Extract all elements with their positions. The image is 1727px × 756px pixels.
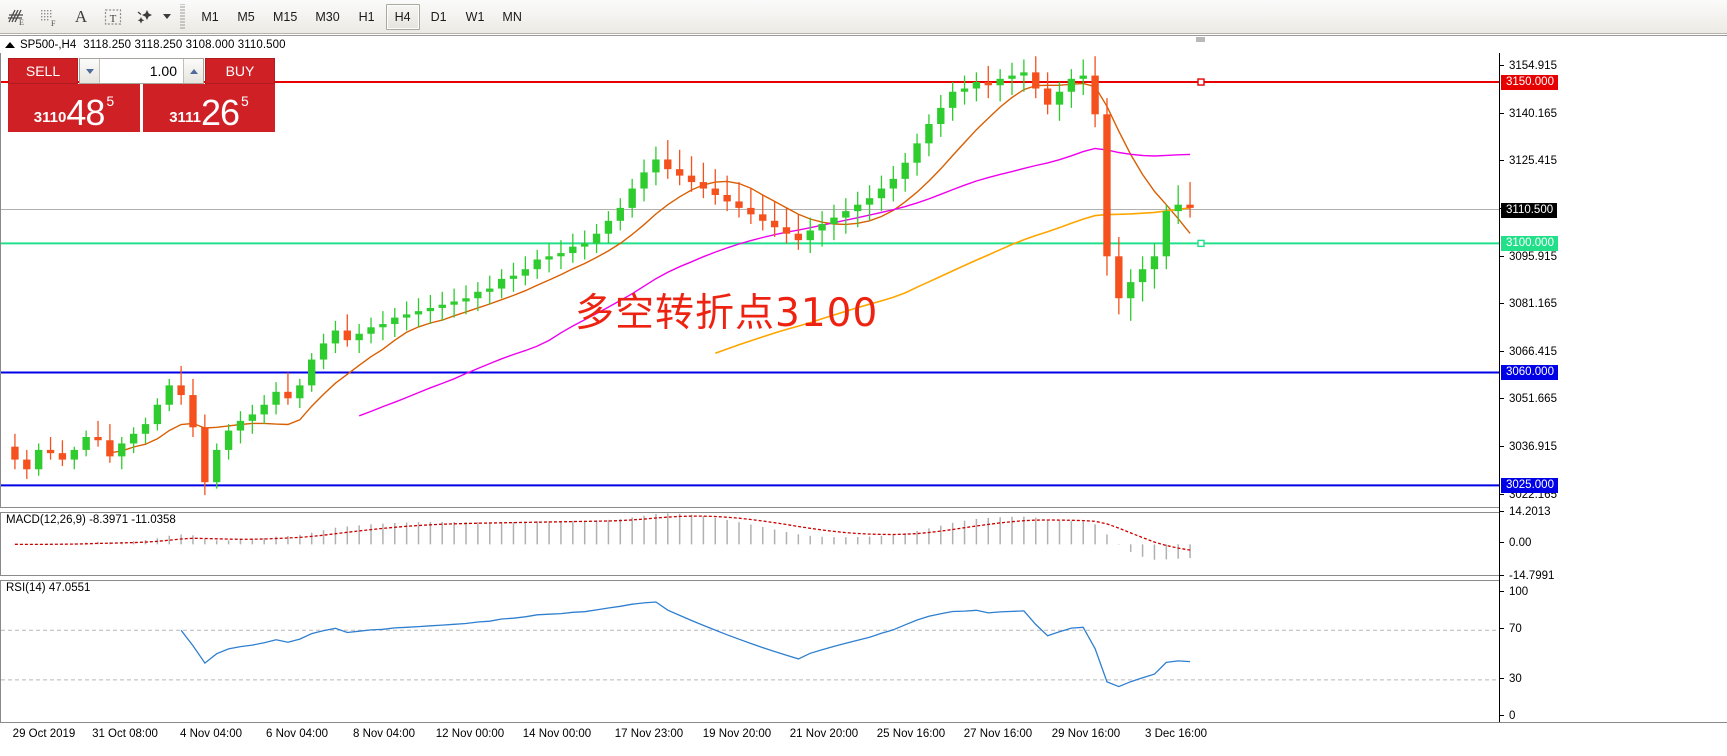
time-axis[interactable]: 29 Oct 2019 31 Oct 08:00 4 Nov 04:00 6 Nov … — [0, 722, 1727, 756]
price-axis-tick: 3125.415 — [1500, 155, 1557, 167]
macd-axis-tick: 14.2013 — [1500, 506, 1551, 518]
symbol-label: SP500-,H4 — [20, 38, 77, 51]
macd-axis-tick: -14.7991 — [1500, 570, 1554, 582]
macd-label: MACD(12,26,9) -8.3971 -11.0358 — [6, 514, 176, 526]
time-axis-label: 12 Nov 00:00 — [435, 728, 505, 740]
price-axis[interactable]: 3154.9153140.1653125.4153110.6653095.915… — [1499, 53, 1727, 724]
time-axis-label: 21 Nov 20:00 — [789, 728, 859, 740]
time-axis-label: 14 Nov 00:00 — [522, 728, 592, 740]
chevron-up-icon — [189, 68, 198, 74]
ma-line-fast — [109, 82, 1191, 454]
sell-button[interactable]: SELL — [8, 58, 78, 84]
svg-text:F: F — [51, 19, 56, 27]
time-axis-label: 29 Oct 2019 — [12, 728, 76, 740]
expand-triangle-icon[interactable] — [5, 41, 15, 48]
price-axis-tick: 3154.915 — [1500, 60, 1557, 72]
sell-price-pips: 48 — [66, 92, 105, 132]
timeframe-button-mn[interactable]: MN — [502, 9, 522, 24]
price-axis-tick: 3066.415 — [1500, 346, 1557, 358]
level-anchor-3100.000[interactable] — [1197, 239, 1205, 248]
toolbar-separator — [178, 3, 187, 30]
time-axis-label: 17 Nov 23:00 — [614, 728, 684, 740]
timeframe-button-m30[interactable]: M30 — [315, 9, 340, 24]
time-axis-label: 19 Nov 20:00 — [702, 728, 772, 740]
time-axis-label: 8 Nov 04:00 — [352, 728, 416, 740]
level-anchor-3150.000[interactable] — [1197, 78, 1205, 86]
time-axis-label: 3 Dec 16:00 — [1144, 728, 1208, 740]
price-axis-chip-3110.500[interactable]: 3110.500 — [1501, 202, 1558, 218]
main-toolbar: E F A — [0, 0, 1727, 34]
price-axis-chip-3025.000[interactable]: 3025.000 — [1501, 478, 1558, 494]
macd-histogram — [26, 513, 1191, 560]
volume-stepper[interactable]: 1.00 — [79, 58, 204, 84]
chart-shift-marker[interactable] — [1196, 37, 1205, 42]
buy-price-fraction: 5 — [240, 93, 249, 109]
timeframe-button-h1[interactable]: H1 — [358, 9, 375, 24]
buy-price-pips: 26 — [200, 92, 240, 132]
time-axis-label: 27 Nov 16:00 — [963, 728, 1033, 740]
timeframe-group: M1 M5 M15 M30 H1 H4 D1 W1 MN — [192, 3, 531, 30]
trade-panel-top-row: SELL 1.00 BUY — [8, 58, 275, 84]
indicators-icon[interactable]: E — [2, 2, 32, 32]
chevron-down-icon — [85, 68, 94, 74]
sell-price-integer: 3110 — [33, 109, 67, 126]
sell-price-fraction: 5 — [106, 93, 115, 109]
rsi-axis-tick: 0 — [1500, 710, 1515, 722]
price-axis-chip-3100.000[interactable]: 3100.000 — [1501, 236, 1558, 252]
price-axis-chip-3150.000[interactable]: 3150.000 — [1501, 75, 1558, 91]
macd-pane[interactable]: MACD(12,26,9) -8.3971 -11.0358 — [0, 512, 1499, 576]
chart-frame: SP500-,H4 3118.250 3118.250 3108.000 311… — [0, 35, 1727, 724]
chart-annotation-text[interactable]: 多空转折点3100 — [575, 291, 879, 336]
text-label-icon[interactable]: A — [66, 2, 96, 32]
sell-price-display[interactable]: 3110 48 5 — [8, 84, 140, 132]
trade-panel-price-row: 3110 48 5 3111 26 5 — [8, 84, 275, 132]
timeframe-button-h4[interactable]: H4 — [385, 3, 420, 30]
price-axis-tick: 3081.165 — [1500, 298, 1557, 310]
macd-axis-tick: 0.00 — [1500, 537, 1531, 549]
time-axis-label: 25 Nov 16:00 — [876, 728, 946, 740]
time-axis-label: 29 Nov 16:00 — [1051, 728, 1121, 740]
one-click-trading-panel: SELL 1.00 BUY 3110 48 5 3111 26 5 — [8, 58, 275, 132]
buy-price-integer: 3111 — [169, 109, 201, 126]
ma-line-slow — [715, 207, 1191, 355]
volume-increase-button[interactable] — [183, 59, 203, 83]
price-axis-chip-3060.000[interactable]: 3060.000 — [1501, 365, 1558, 381]
svg-text:E: E — [19, 18, 24, 27]
rsi-line — [180, 601, 1191, 688]
buy-price-display[interactable]: 3111 26 5 — [143, 84, 275, 132]
buy-button[interactable]: BUY — [205, 58, 275, 84]
objects-dropdown-caret[interactable] — [160, 3, 173, 31]
rsi-pane[interactable]: RSI(14) 47.0551 — [0, 580, 1499, 724]
price-axis-tick: 3095.915 — [1500, 251, 1557, 263]
macd-signal-line — [14, 515, 1191, 551]
rsi-axis-tick: 100 — [1500, 586, 1528, 598]
price-axis-tick: 3051.665 — [1500, 393, 1557, 405]
timeframe-button-d1[interactable]: D1 — [430, 9, 447, 24]
time-axis-label: 4 Nov 04:00 — [179, 728, 243, 740]
grid-icon[interactable]: F — [34, 2, 64, 32]
candlestick-series — [11, 56, 1194, 496]
price-pane[interactable] — [0, 53, 1499, 508]
svg-text:T: T — [110, 13, 117, 25]
timeframe-button-m15[interactable]: M15 — [273, 9, 298, 24]
volume-decrease-button[interactable] — [80, 59, 100, 83]
text-object-icon[interactable]: T — [98, 2, 128, 32]
ohlc-values: 3118.250 3118.250 3108.000 3110.500 — [83, 38, 286, 51]
rsi-axis-tick: 70 — [1500, 623, 1522, 635]
objects-icon[interactable] — [130, 2, 160, 32]
timeframe-button-m5[interactable]: M5 — [237, 9, 255, 24]
time-axis-label: 6 Nov 04:00 — [265, 728, 329, 740]
rsi-label: RSI(14) 47.0551 — [6, 582, 91, 594]
price-axis-tick: 3140.165 — [1500, 108, 1557, 120]
timeframe-button-w1[interactable]: W1 — [465, 9, 485, 24]
price-axis-tick: 3036.915 — [1500, 441, 1557, 453]
time-axis-label: 31 Oct 08:00 — [92, 728, 158, 740]
rsi-axis-tick: 30 — [1500, 673, 1522, 685]
timeframe-button-m1[interactable]: M1 — [201, 9, 219, 24]
volume-value[interactable]: 1.00 — [100, 59, 183, 83]
text-label-glyph: A — [74, 6, 88, 26]
symbol-ohlc-bar: SP500-,H4 3118.250 3118.250 3108.000 311… — [0, 36, 1499, 53]
